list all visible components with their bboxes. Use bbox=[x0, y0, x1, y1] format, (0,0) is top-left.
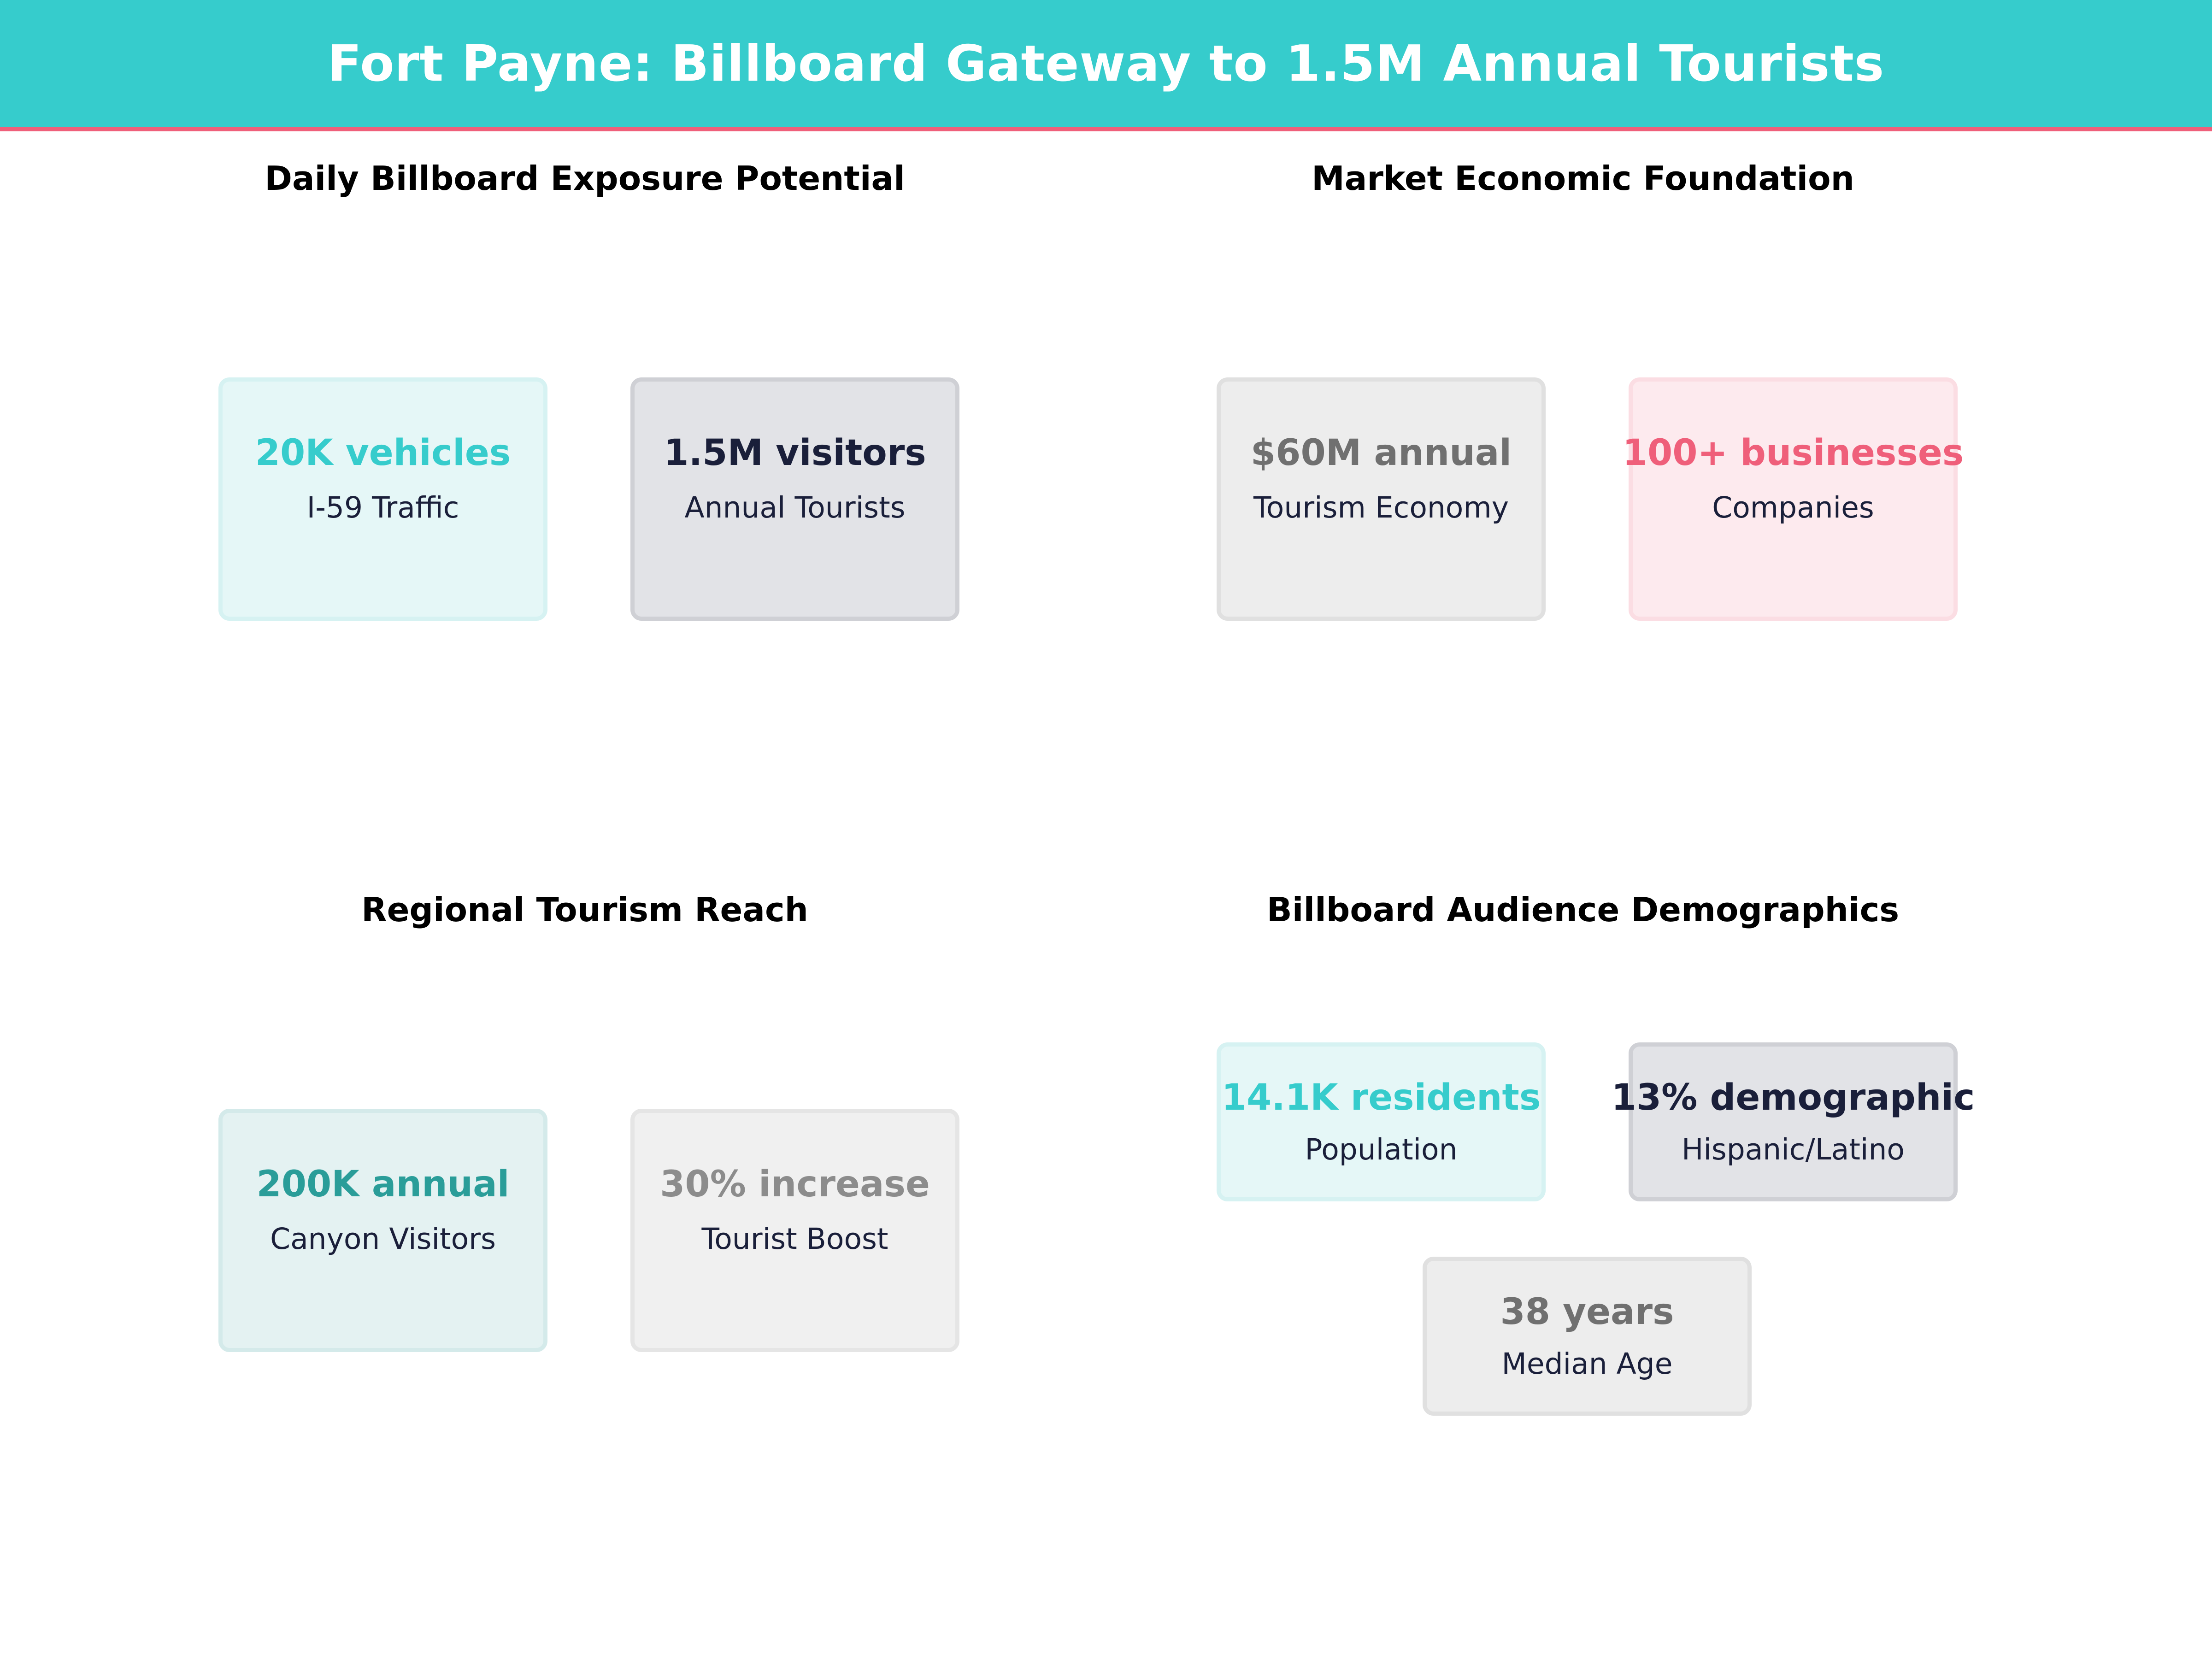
metric-label: Population bbox=[1305, 1133, 1458, 1166]
metric-value: 100+ businesses bbox=[1622, 432, 1964, 474]
section-title-demographics: Billboard Audience Demographics bbox=[1266, 890, 1900, 929]
metric-card-canyon-visitors: 200K annual Canyon Visitors bbox=[218, 1109, 547, 1352]
metric-label: Hispanic/Latino bbox=[1682, 1133, 1905, 1166]
metric-value: 13% demographic bbox=[1611, 1077, 1975, 1118]
metric-card-visitors: 1.5M visitors Annual Tourists bbox=[630, 377, 959, 621]
metric-value: 30% increase bbox=[660, 1163, 930, 1205]
metric-value: 20K vehicles bbox=[255, 432, 511, 474]
metric-label: Annual Tourists bbox=[684, 490, 906, 524]
header-banner: Fort Payne: Billboard Gateway to 1.5M An… bbox=[0, 0, 2212, 131]
metric-label: Tourism Economy bbox=[1253, 490, 1509, 524]
metric-value: 1.5M visitors bbox=[664, 432, 926, 474]
metric-card-tourism-economy: $60M annual Tourism Economy bbox=[1217, 377, 1546, 621]
metric-label: Companies bbox=[1712, 490, 1874, 524]
metric-label: I-59 Traffic bbox=[306, 490, 459, 524]
metric-card-tourist-boost: 30% increase Tourist Boost bbox=[630, 1109, 959, 1352]
metric-value: 14.1K residents bbox=[1221, 1077, 1541, 1118]
metric-value: 38 years bbox=[1500, 1291, 1674, 1333]
metric-card-median-age: 38 years Median Age bbox=[1423, 1257, 1752, 1416]
section-title-exposure: Daily Billboard Exposure Potential bbox=[265, 159, 905, 198]
metric-label: Canyon Visitors bbox=[270, 1222, 496, 1256]
metric-card-businesses: 100+ businesses Companies bbox=[1623, 377, 1964, 621]
metric-value: $60M annual bbox=[1250, 432, 1512, 474]
metric-card-hispanic-latino: 13% demographic Hispanic/Latino bbox=[1612, 1042, 1975, 1201]
page-title: Fort Payne: Billboard Gateway to 1.5M An… bbox=[327, 35, 1885, 93]
metric-label: Tourist Boost bbox=[701, 1222, 888, 1256]
metric-card-population: 14.1K residents Population bbox=[1217, 1042, 1546, 1201]
metric-label: Median Age bbox=[1501, 1347, 1673, 1381]
section-title-tourism-reach: Regional Tourism Reach bbox=[361, 890, 808, 929]
section-title-economic: Market Economic Foundation bbox=[1312, 159, 1854, 198]
metric-card-vehicles: 20K vehicles I-59 Traffic bbox=[218, 377, 547, 621]
metric-value: 200K annual bbox=[256, 1163, 510, 1205]
